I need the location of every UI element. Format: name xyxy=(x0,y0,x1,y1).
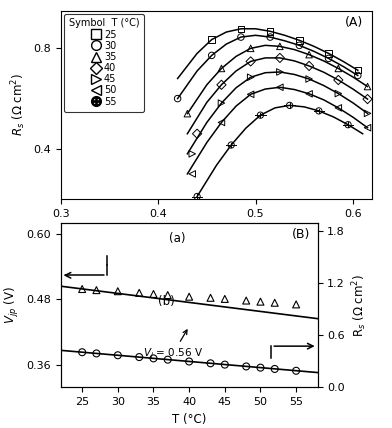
Point xyxy=(243,297,249,304)
Point xyxy=(287,102,293,109)
Point xyxy=(345,121,351,128)
X-axis label: T (°C): T (°C) xyxy=(172,413,206,425)
Point xyxy=(306,51,312,58)
Point xyxy=(316,107,322,114)
Point xyxy=(136,354,142,360)
Point xyxy=(335,104,341,111)
Point xyxy=(165,291,171,298)
Text: (B): (B) xyxy=(291,228,310,241)
Point xyxy=(151,355,157,362)
Point xyxy=(186,293,192,300)
Point xyxy=(207,360,214,367)
Point xyxy=(257,298,263,305)
Point xyxy=(194,193,200,200)
Point xyxy=(184,110,191,117)
Point xyxy=(325,55,332,62)
Point xyxy=(243,363,249,370)
Point xyxy=(218,119,225,126)
Text: (b): (b) xyxy=(158,295,175,308)
Point xyxy=(335,90,341,97)
Point xyxy=(238,34,244,41)
Point xyxy=(79,285,85,292)
Point xyxy=(165,356,171,363)
Text: $V_j$ = 0.56 V: $V_j$ = 0.56 V xyxy=(143,330,203,361)
Point xyxy=(277,54,283,61)
Y-axis label: $V_{jp}$ (V): $V_{jp}$ (V) xyxy=(3,286,21,324)
Point xyxy=(238,25,244,32)
Point xyxy=(136,289,142,296)
Point xyxy=(218,100,225,107)
Point xyxy=(272,366,278,372)
Point xyxy=(247,91,254,98)
Point xyxy=(277,84,283,91)
Point xyxy=(335,77,341,83)
Point xyxy=(365,96,371,103)
Point xyxy=(306,62,312,69)
Point xyxy=(306,76,312,83)
Point xyxy=(189,150,195,157)
Point xyxy=(174,95,181,102)
Point xyxy=(355,67,361,74)
Text: (a): (a) xyxy=(169,232,185,245)
Point xyxy=(365,110,371,117)
Point xyxy=(247,58,254,65)
Point xyxy=(209,52,215,59)
Point xyxy=(115,288,121,294)
Point xyxy=(228,142,234,149)
Point xyxy=(306,90,312,97)
Point xyxy=(272,299,278,306)
Point xyxy=(93,287,100,294)
Point xyxy=(277,68,283,75)
Point xyxy=(93,350,100,357)
Legend: 25, 30, 35, 40, 45, 50, 55: 25, 30, 35, 40, 45, 50, 55 xyxy=(64,14,144,112)
Point xyxy=(186,358,192,365)
Point xyxy=(218,65,225,72)
Point xyxy=(355,72,361,79)
Point xyxy=(267,28,273,35)
Point xyxy=(267,34,273,41)
Point xyxy=(293,367,299,374)
Point xyxy=(221,361,228,368)
Point xyxy=(325,50,332,57)
Point xyxy=(277,43,283,50)
Point xyxy=(335,65,341,72)
Text: (A): (A) xyxy=(345,16,363,30)
Point xyxy=(209,36,215,43)
Point xyxy=(194,130,200,137)
Point xyxy=(207,294,214,301)
Point xyxy=(293,301,299,308)
Point xyxy=(79,349,85,356)
Point xyxy=(257,364,263,371)
Point xyxy=(257,112,263,119)
Point xyxy=(218,81,225,88)
Point xyxy=(221,295,228,302)
Point xyxy=(296,37,303,44)
Point xyxy=(296,42,303,49)
Point xyxy=(247,45,254,52)
Point xyxy=(365,83,371,90)
X-axis label: $V_j$ (V): $V_j$ (V) xyxy=(200,224,233,242)
Point xyxy=(115,352,121,359)
Y-axis label: R$_s$ ($\Omega$ cm$^2$): R$_s$ ($\Omega$ cm$^2$) xyxy=(350,273,369,336)
Point xyxy=(189,170,195,177)
Point xyxy=(151,291,157,297)
Y-axis label: $R_s$ ($\Omega$ cm$^2$): $R_s$ ($\Omega$ cm$^2$) xyxy=(9,73,28,137)
Point xyxy=(247,74,254,80)
Point xyxy=(365,124,371,131)
